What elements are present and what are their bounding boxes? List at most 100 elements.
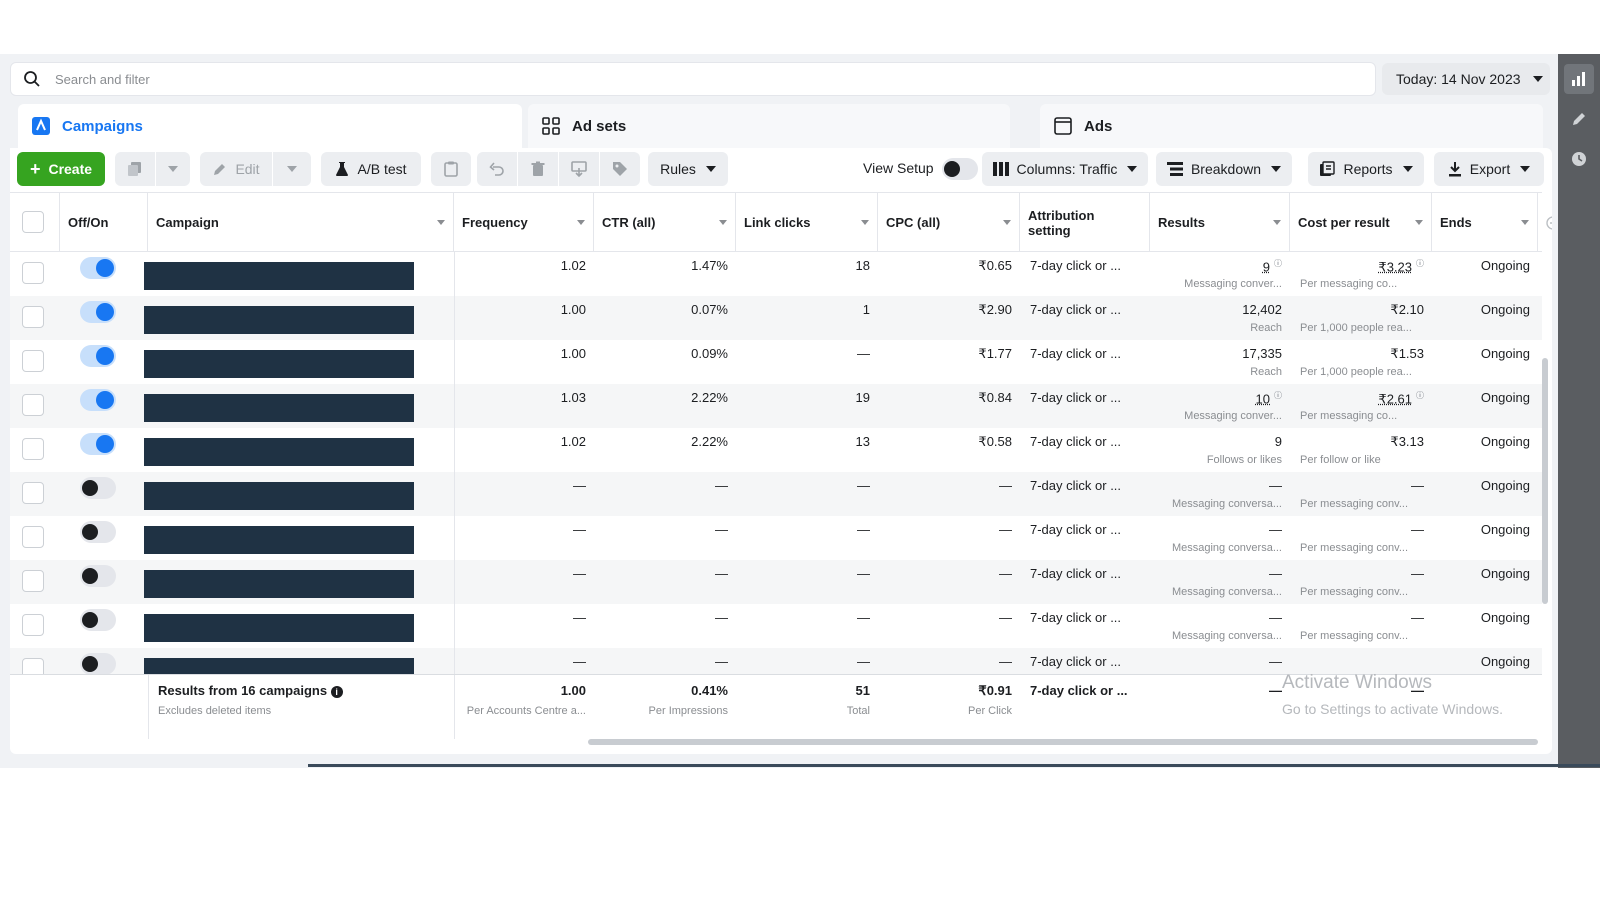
campaign-toggle[interactable] [80,433,116,455]
row-checkbox[interactable] [22,306,44,328]
table-row[interactable]: — — — — 7-day click or ... — Messaging convers… [10,472,1542,516]
campaign-toggle[interactable] [80,653,116,675]
cell-results: 12,402 Reach [1242,302,1282,334]
sort-icon [861,220,869,225]
search-input[interactable] [55,71,655,87]
table-row[interactable]: — — — — 7-day click or ... — Messaging convers… [10,560,1542,604]
table-row[interactable]: 1.02 2.22% 13 ₹0.58 7-day click or ... 9 Follo… [10,428,1542,472]
cell-cpc: — [999,610,1012,625]
duplicate-button[interactable] [115,152,155,186]
ab-test-button[interactable]: A/B test [321,152,421,186]
cell-ends: Ongoing [1480,654,1530,669]
vertical-scrollbar[interactable] [1542,358,1548,604]
columns-button[interactable]: Columns: Traffic [982,152,1148,186]
breakdown-button[interactable]: Breakdown [1156,152,1292,186]
redacted-campaign-name[interactable] [144,262,414,290]
campaign-toggle[interactable] [80,609,116,631]
totals-cpc: ₹0.91 Per Click [967,683,1012,717]
redacted-campaign-name[interactable] [144,482,414,510]
preview-button[interactable] [559,152,599,186]
table-row[interactable]: 1.00 0.07% 1 ₹2.90 7-day click or ... 12,402 R… [10,296,1542,340]
row-checkbox[interactable] [22,394,44,416]
cell-attribution: 7-day click or ... [1030,302,1122,317]
history-icon[interactable] [1564,144,1594,174]
edit-button[interactable]: Edit [200,152,272,186]
redacted-campaign-name[interactable] [144,350,414,378]
select-all-cell [10,193,60,252]
redacted-campaign-name[interactable] [144,526,414,554]
cell-cost-per-result: ₹3.13 Per follow or like [1300,434,1424,466]
tab-ads[interactable]: Ads [1040,104,1543,148]
cell-cost-per-result: ₹2.10 Per 1,000 people rea... [1300,302,1424,334]
chart-icon[interactable] [1564,64,1594,94]
campaign-toggle[interactable] [80,257,116,279]
add-column-cell[interactable] [1538,193,1552,252]
search-bar[interactable] [10,62,1376,96]
cell-ctr: — [715,654,728,669]
table-row[interactable]: — — — — 7-day click or ... — Messaging convers… [10,604,1542,648]
campaign-toggle[interactable] [80,521,116,543]
campaign-toggle[interactable] [80,477,116,499]
col-link-clicks[interactable]: Link clicks [736,193,878,252]
delete-button[interactable] [518,152,558,186]
col-cost-per-result[interactable]: Cost per result [1290,193,1432,252]
tab-ad-sets[interactable]: Ad sets [528,104,1010,148]
tag-button[interactable] [600,152,640,186]
tab-ads-label: Ads [1084,117,1113,135]
campaign-toggle[interactable] [80,345,116,367]
campaign-toggle[interactable] [80,565,116,587]
redacted-campaign-name[interactable] [144,394,414,422]
row-checkbox[interactable] [22,482,44,504]
redacted-campaign-name[interactable] [144,306,414,334]
rules-button[interactable]: Rules [648,152,728,186]
create-button[interactable]: + Create [17,152,105,186]
column-divider [454,560,455,604]
cell-frequency: 1.00 [560,302,586,317]
col-ends[interactable]: Ends [1432,193,1538,252]
table-row[interactable]: 1.00 0.09% — ₹1.77 7-day click or ... 17,335 R… [10,340,1542,384]
cell-results: — [1269,654,1282,669]
redacted-campaign-name[interactable] [144,570,414,598]
select-all-checkbox[interactable] [22,211,44,233]
cell-frequency: 1.02 [560,258,586,273]
col-cpc[interactable]: CPC (all) [878,193,1020,252]
table-row[interactable]: 1.03 2.22% 19 ₹0.84 7-day click or ... 10 ⓘ Mes… [10,384,1542,428]
table-row[interactable]: 1.02 1.47% 18 ₹0.65 7-day click or ... 9 ⓘ Mess… [10,252,1542,296]
table-row[interactable]: — — — — 7-day click or ... — Messaging convers… [10,516,1542,560]
reports-button[interactable]: Reports [1308,152,1424,186]
campaign-toggle[interactable] [80,389,116,411]
clipboard-button[interactable] [431,152,471,186]
redacted-campaign-name[interactable] [144,438,414,466]
edit-dropdown-button[interactable] [273,152,311,186]
row-checkbox[interactable] [22,350,44,372]
duplicate-dropdown-button[interactable] [156,152,190,186]
row-checkbox[interactable] [22,614,44,636]
campaign-toggle[interactable] [80,301,116,323]
horizontal-scrollbar[interactable] [588,739,1538,745]
right-rail [1558,54,1600,768]
column-divider [454,648,455,692]
tab-campaigns[interactable]: Campaigns [18,104,522,148]
col-frequency[interactable]: Frequency [454,193,594,252]
row-checkbox[interactable] [22,438,44,460]
cell-frequency: 1.00 [560,346,586,361]
redacted-campaign-name[interactable] [144,614,414,642]
col-attribution[interactable]: Attribution setting [1020,193,1150,252]
col-campaign[interactable]: Campaign [148,193,454,252]
undo-button[interactable] [477,152,517,186]
col-results[interactable]: Results [1150,193,1290,252]
cell-attribution: 7-day click or ... [1030,522,1122,537]
export-button[interactable]: Export [1434,152,1544,186]
col-ctr[interactable]: CTR (all) [594,193,736,252]
campaigns-table: Off/On Campaign Frequency CTR (all) Link… [10,192,1552,754]
cell-frequency: — [573,522,586,537]
view-setup-toggle[interactable] [942,158,978,180]
row-checkbox[interactable] [22,526,44,548]
col-off-on[interactable]: Off/On [60,193,148,252]
pencil-icon[interactable] [1564,104,1594,134]
row-checkbox[interactable] [22,570,44,592]
cell-results: 9 Follows or likes [1206,434,1282,466]
date-picker[interactable]: Today: 14 Nov 2023 [1382,63,1550,95]
cell-cpc: ₹2.90 [978,302,1012,317]
row-checkbox[interactable] [22,262,44,284]
